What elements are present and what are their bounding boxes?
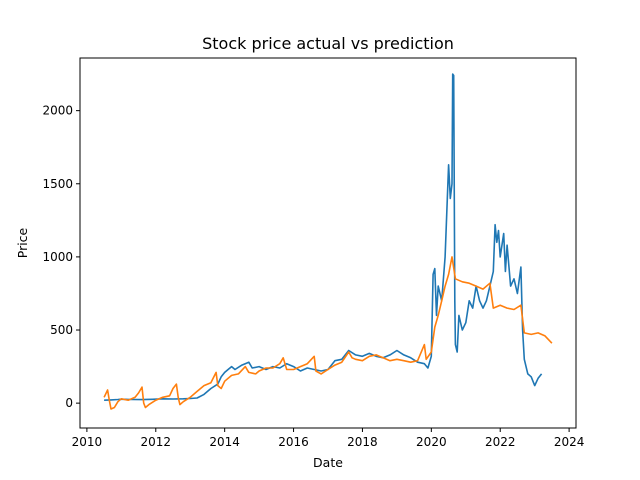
x-tick-label: 2022 (485, 435, 516, 449)
x-axis-ticks: 2010 2012 2014 2016 2018 2020 2022 2024 (72, 428, 585, 449)
plot-area (80, 58, 576, 428)
y-tick-label: 0 (65, 396, 73, 410)
y-axis-ticks: 0 500 1000 1500 2000 (42, 104, 80, 410)
x-axis-label: Date (313, 455, 343, 470)
x-tick-label: 2020 (416, 435, 447, 449)
y-tick-label: 2000 (42, 104, 73, 118)
y-tick-label: 1000 (42, 250, 73, 264)
y-tick-label: 1500 (42, 177, 73, 191)
series-layer (103, 73, 553, 410)
series-line-1 (104, 73, 543, 401)
y-axis-label: Price (15, 227, 30, 258)
x-tick-label: 2016 (278, 435, 309, 449)
series-line-2 (103, 256, 553, 410)
x-tick-label: 2024 (554, 435, 585, 449)
plot-frame (79, 57, 577, 429)
x-tick-label: 2010 (72, 435, 103, 449)
x-tick-label: 2012 (141, 435, 172, 449)
x-tick-label: 2014 (209, 435, 240, 449)
chart-title: Stock price actual vs prediction (202, 34, 454, 53)
y-tick-label: 500 (50, 323, 73, 337)
x-tick-label: 2018 (347, 435, 378, 449)
